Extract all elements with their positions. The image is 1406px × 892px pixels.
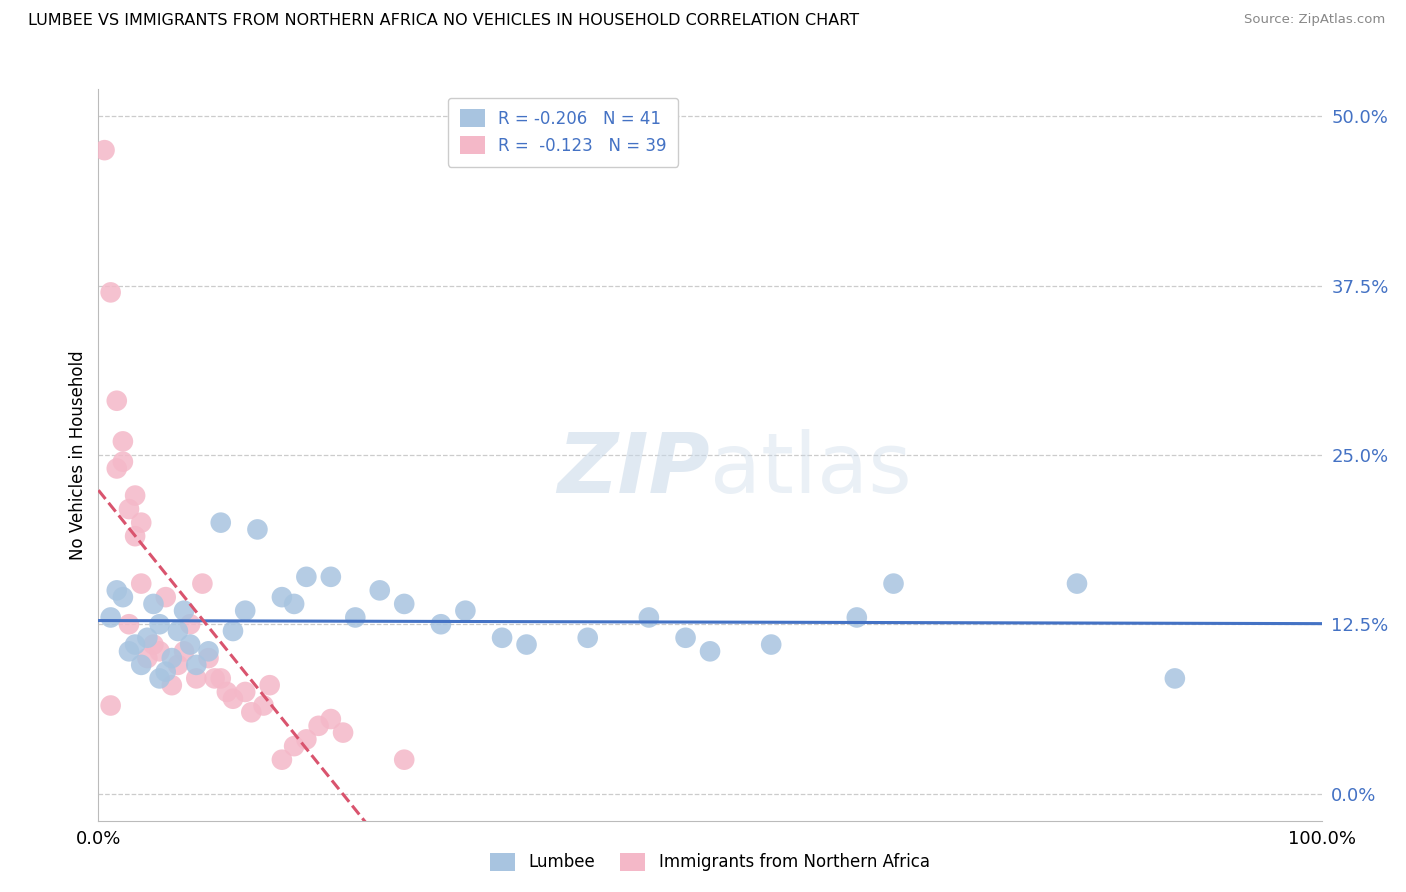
- Point: [283, 597, 305, 611]
- Point: [368, 583, 391, 598]
- Point: [259, 678, 281, 692]
- Point: [319, 570, 342, 584]
- Point: [167, 624, 190, 638]
- Point: [142, 638, 165, 652]
- Point: [222, 624, 245, 638]
- Point: [295, 570, 318, 584]
- Text: ZIP: ZIP: [557, 429, 710, 510]
- Point: [233, 685, 256, 699]
- Point: [186, 657, 208, 672]
- Point: [233, 604, 256, 618]
- Point: [149, 617, 172, 632]
- Point: [100, 285, 122, 300]
- Point: [240, 706, 263, 720]
- Point: [332, 725, 354, 739]
- Point: [699, 644, 721, 658]
- Point: [136, 631, 159, 645]
- Point: [197, 651, 219, 665]
- Point: [430, 617, 453, 632]
- Point: [491, 631, 513, 645]
- Point: [129, 657, 152, 672]
- Point: [149, 644, 172, 658]
- Point: [209, 516, 232, 530]
- Point: [204, 672, 226, 686]
- Point: [1066, 576, 1088, 591]
- Point: [105, 393, 128, 408]
- Point: [160, 651, 183, 665]
- Point: [179, 638, 201, 652]
- Point: [283, 739, 305, 753]
- Point: [392, 597, 416, 611]
- Text: Source: ZipAtlas.com: Source: ZipAtlas.com: [1244, 13, 1385, 27]
- Point: [124, 529, 146, 543]
- Point: [118, 617, 141, 632]
- Point: [392, 753, 416, 767]
- Point: [454, 604, 477, 618]
- Point: [1164, 672, 1187, 686]
- Point: [675, 631, 697, 645]
- Point: [167, 657, 190, 672]
- Point: [100, 698, 122, 713]
- Point: [149, 672, 172, 686]
- Point: [173, 604, 195, 618]
- Point: [252, 698, 274, 713]
- Text: atlas: atlas: [710, 429, 911, 510]
- Point: [155, 665, 177, 679]
- Point: [576, 631, 599, 645]
- Point: [155, 590, 177, 604]
- Point: [129, 576, 152, 591]
- Point: [319, 712, 342, 726]
- Y-axis label: No Vehicles in Household: No Vehicles in Household: [69, 350, 87, 560]
- Point: [111, 434, 134, 449]
- Point: [295, 732, 318, 747]
- Point: [883, 576, 905, 591]
- Point: [637, 610, 661, 624]
- Point: [100, 610, 122, 624]
- Point: [246, 523, 269, 537]
- Point: [270, 590, 294, 604]
- Point: [105, 583, 128, 598]
- Point: [118, 644, 141, 658]
- Point: [129, 516, 152, 530]
- Point: [845, 610, 868, 624]
- Point: [222, 691, 245, 706]
- Point: [344, 610, 367, 624]
- Text: LUMBEE VS IMMIGRANTS FROM NORTHERN AFRICA NO VEHICLES IN HOUSEHOLD CORRELATION C: LUMBEE VS IMMIGRANTS FROM NORTHERN AFRIC…: [28, 13, 859, 29]
- Point: [270, 753, 294, 767]
- Point: [173, 644, 195, 658]
- Point: [105, 461, 128, 475]
- Point: [160, 678, 183, 692]
- Point: [124, 489, 146, 503]
- Point: [308, 719, 330, 733]
- Point: [761, 638, 783, 652]
- Point: [209, 672, 232, 686]
- Point: [197, 644, 219, 658]
- Point: [124, 638, 146, 652]
- Point: [136, 651, 159, 665]
- Point: [215, 685, 238, 699]
- Point: [516, 638, 538, 652]
- Point: [179, 617, 201, 632]
- Point: [111, 455, 134, 469]
- Point: [142, 597, 165, 611]
- Point: [111, 590, 134, 604]
- Legend: Lumbee, Immigrants from Northern Africa: Lumbee, Immigrants from Northern Africa: [484, 847, 936, 878]
- Point: [191, 576, 214, 591]
- Point: [93, 143, 115, 157]
- Point: [118, 502, 141, 516]
- Point: [186, 672, 208, 686]
